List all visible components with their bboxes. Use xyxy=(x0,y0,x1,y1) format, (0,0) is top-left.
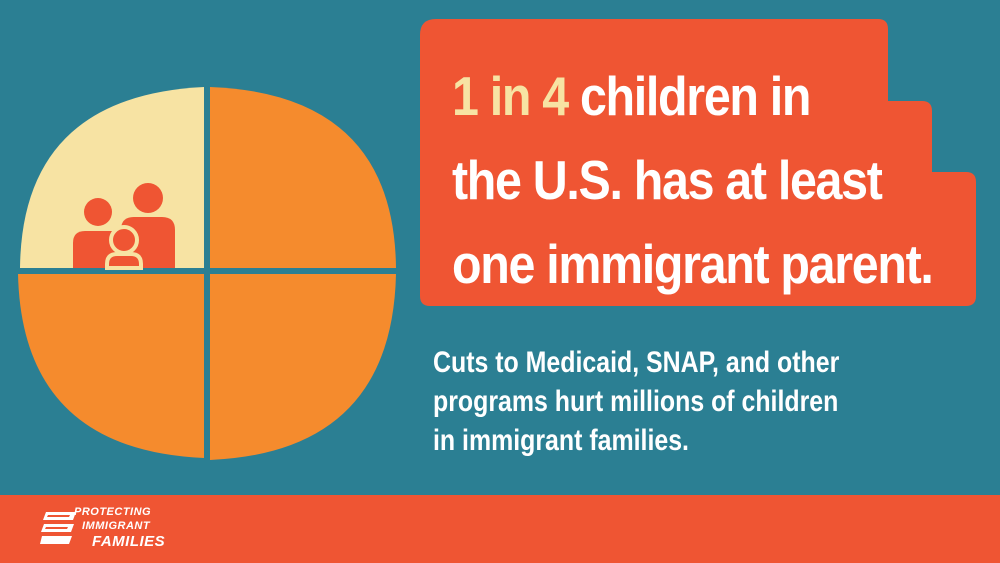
quarter-pie-icon xyxy=(18,86,396,462)
pie-quadrant xyxy=(210,274,396,460)
headline-line-2: the U.S. has at least xyxy=(452,149,883,211)
family-icon xyxy=(73,183,175,270)
footer-band: PROTECTING IMMIGRANT FAMILIES xyxy=(0,495,1000,563)
pie-quadrant xyxy=(18,274,204,458)
headline-line-1: 1 in 4 children in xyxy=(452,54,927,138)
headline-highlight: 1 in 4 xyxy=(452,65,569,127)
body-line-1: Cuts to Medicaid, SNAP, and other xyxy=(433,346,840,379)
headline-line-1-rest: children in xyxy=(567,65,812,127)
body-line-3: in immigrant families. xyxy=(433,424,689,457)
logo-wordmark: PROTECTING IMMIGRANT FAMILIES xyxy=(74,505,165,551)
pie-quadrant xyxy=(210,87,396,268)
protecting-immigrant-families-logo: PROTECTING IMMIGRANT FAMILIES xyxy=(40,502,220,558)
body-text: Cuts to Medicaid, SNAP, and other progra… xyxy=(433,343,898,460)
logo-line-1: PROTECTING xyxy=(74,506,152,518)
body-line-2: programs hurt millions of children xyxy=(433,385,839,418)
stacked-bars-logo-icon xyxy=(40,512,76,544)
headline: 1 in 4 children in the U.S. has at least… xyxy=(452,54,934,306)
headline-line-3: one immigrant parent. xyxy=(452,233,934,295)
logo-line-2: IMMIGRANT xyxy=(82,520,151,532)
logo-line-3: FAMILIES xyxy=(92,533,166,550)
